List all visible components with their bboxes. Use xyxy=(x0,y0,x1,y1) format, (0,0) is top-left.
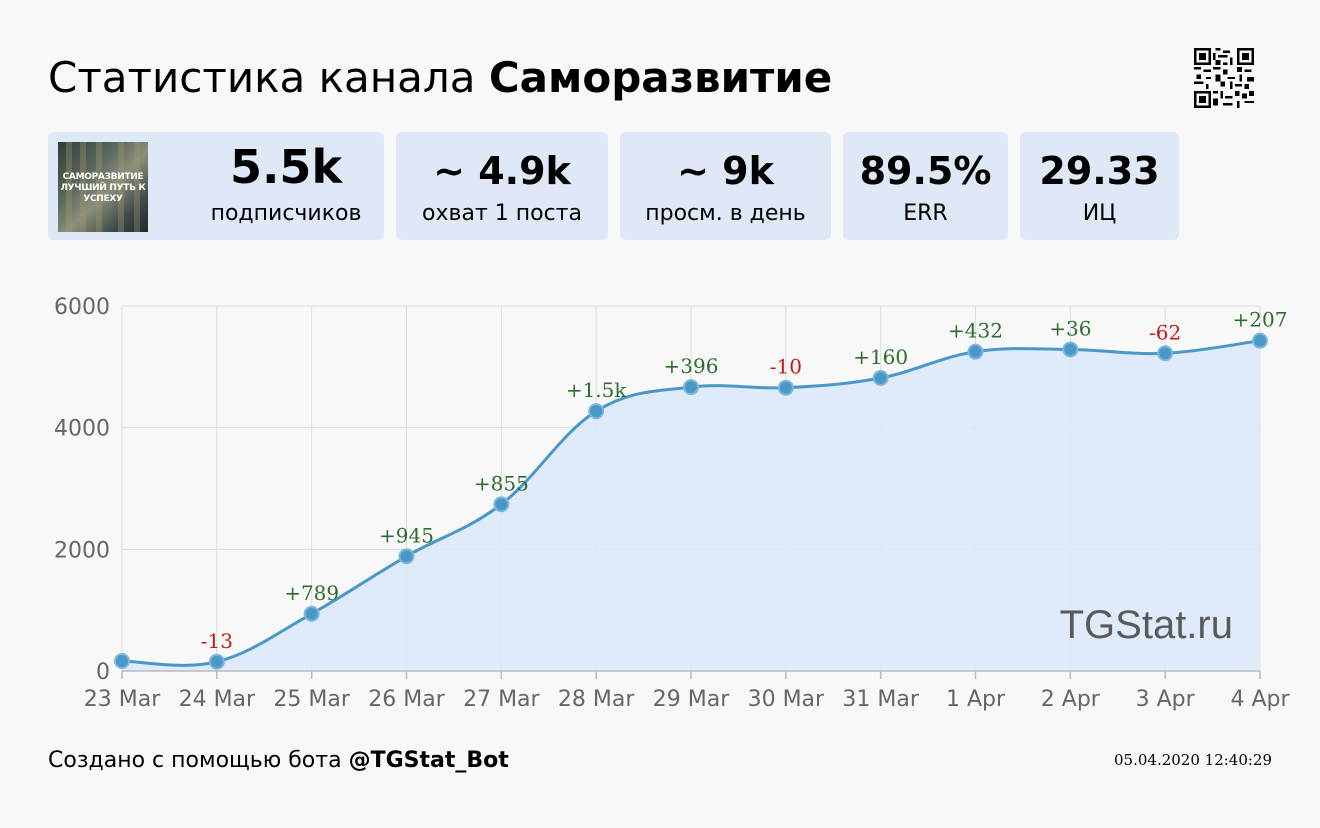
reach-value: ~ 4.9k xyxy=(433,149,571,193)
data-point xyxy=(1157,345,1174,362)
y-tick-label: 6000 xyxy=(54,295,110,320)
chart-axes xyxy=(121,670,1261,679)
qr-code-icon xyxy=(1194,48,1254,108)
subscribers-value: 5.5k xyxy=(229,140,343,194)
data-point xyxy=(777,379,794,396)
channel-name: Саморазвитие xyxy=(488,53,833,102)
data-point xyxy=(493,496,510,513)
data-label: +207 xyxy=(1233,308,1288,332)
citation-index-card: 29.33 ИЦ xyxy=(1020,132,1179,240)
data-labels: -13 +789 +945 +855 +1.5k +396 -10 +160 +432 +36 -6… xyxy=(201,308,1288,653)
subscribers-card: САМОРАЗВИТИЕ ЛУЧШИЙ ПУТЬ К УСПЕХУ 5.5k п… xyxy=(48,132,384,240)
x-tick-label: 23 Mar xyxy=(84,687,161,712)
x-tick-label: 29 Mar xyxy=(653,687,730,712)
avatar-text: САМОРАЗВИТИЕ ЛУЧШИЙ ПУТЬ К УСПЕХУ xyxy=(60,172,146,204)
channel-avatar: САМОРАЗВИТИЕ ЛУЧШИЙ ПУТЬ К УСПЕХУ xyxy=(58,142,148,232)
err-value: 89.5% xyxy=(859,149,992,193)
data-point xyxy=(872,369,889,386)
x-tick-label: 4 Apr xyxy=(1230,687,1290,712)
x-tick-label: 30 Mar xyxy=(748,687,825,712)
x-tick-label: 2 Apr xyxy=(1041,687,1101,712)
err-card: 89.5% ERR xyxy=(843,132,1008,240)
x-tick-label: 3 Apr xyxy=(1136,687,1196,712)
footer-timestamp: 05.04.2020 12:40:29 xyxy=(1114,751,1273,769)
data-label: -13 xyxy=(201,629,233,653)
reach-card: ~ 4.9k охват 1 поста xyxy=(396,132,608,240)
data-point xyxy=(588,403,605,420)
y-tick-label: 4000 xyxy=(54,417,110,442)
subscribers-label: подписчиков xyxy=(210,201,362,226)
x-tick-label: 26 Mar xyxy=(368,687,445,712)
data-label: -10 xyxy=(770,355,802,379)
bot-link[interactable]: @TGStat_Bot xyxy=(348,748,509,773)
data-point xyxy=(1252,332,1268,349)
data-label: +36 xyxy=(1049,316,1091,340)
data-point xyxy=(967,343,984,360)
footer-credit: Создано с помощью бота @TGStat_Bot xyxy=(48,746,509,776)
err-label: ERR xyxy=(903,201,948,226)
watermark: TGStat.ru xyxy=(1060,603,1233,647)
data-point xyxy=(398,548,415,565)
data-label: +789 xyxy=(284,581,339,605)
reach-label: охват 1 поста xyxy=(422,201,582,226)
data-label: +945 xyxy=(379,523,434,547)
x-tick-label: 28 Mar xyxy=(558,687,635,712)
x-tick-label: 1 Apr xyxy=(946,687,1006,712)
data-label: +1.5k xyxy=(566,378,628,402)
data-point xyxy=(114,652,130,669)
footer-created-text: Создано с помощью бота xyxy=(48,748,342,773)
daily-views-label: просм. в день xyxy=(645,201,806,226)
daily-views-card: ~ 9k просм. в день xyxy=(620,132,831,240)
citation-index-value: 29.33 xyxy=(1039,149,1160,193)
x-tick-label: 27 Mar xyxy=(463,687,540,712)
series-points xyxy=(114,332,1268,670)
data-point xyxy=(683,379,699,396)
data-point xyxy=(208,653,225,670)
x-tick-label: 24 Mar xyxy=(179,687,256,712)
y-tick-label: 2000 xyxy=(54,538,110,563)
x-tick-label: 31 Mar xyxy=(842,687,919,712)
data-label: +855 xyxy=(474,471,529,495)
daily-views-value: ~ 9k xyxy=(677,149,774,193)
y-tick-label: 0 xyxy=(96,660,110,685)
data-label: +160 xyxy=(853,345,908,369)
x-axis-ticks: 23 Mar 24 Mar 25 Mar 26 Mar 27 Mar 28 Mar 29 M… xyxy=(84,687,1291,712)
x-tick-label: 25 Mar xyxy=(273,687,350,712)
page-title: Статистика канала Саморазвитие xyxy=(48,52,832,104)
data-label: -62 xyxy=(1149,320,1181,344)
data-point xyxy=(303,605,320,622)
series-area xyxy=(122,340,1260,671)
title-prefix: Статистика канала xyxy=(48,53,476,102)
subscribers-chart: -13 +789 +945 +855 +1.5k +396 -10 +160 +432 +36 -6… xyxy=(54,295,1291,712)
data-point xyxy=(1062,341,1079,358)
y-axis-ticks: 0 2000 4000 6000 xyxy=(54,295,110,685)
data-label: +396 xyxy=(664,354,719,378)
data-label: +432 xyxy=(948,319,1003,343)
citation-index-label: ИЦ xyxy=(1082,201,1117,226)
